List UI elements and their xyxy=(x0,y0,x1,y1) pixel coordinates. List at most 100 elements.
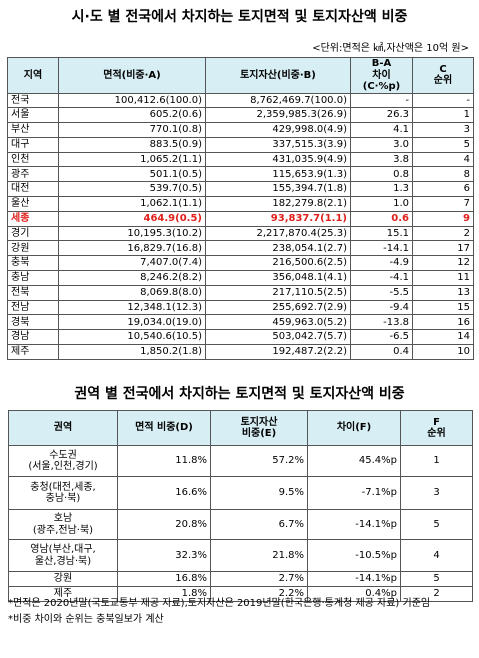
header-cell: C 순위 xyxy=(412,57,474,94)
table-row: 전국 100,412.6(100.0) 8,762,469.7(100.0) - - xyxy=(7,92,474,109)
table-cell: -14.1 xyxy=(350,240,413,257)
table-row: 부산 770.1(0.8) 429,998.0(4.9) 4.1 3 xyxy=(7,122,474,138)
table-cell: 대전 xyxy=(7,181,59,198)
table-row: 경기 10,195.3(10.2) 2,217,870.4(25.3) 15.1 2 xyxy=(7,225,474,242)
table-cell: 26.3 xyxy=(350,107,413,124)
table-cell: 459,963.0(5.2) xyxy=(205,314,351,331)
table-cell: 12,348.1(12.3) xyxy=(58,299,206,316)
area-table: 권역 면적 비중(D) 토지자산 비중(E) 차이(F) F 순위 수도권 (서울,인천… xyxy=(8,410,473,602)
header-cell: 토지자산(비중·B) xyxy=(205,57,351,94)
table-cell: 1 xyxy=(400,445,473,477)
table-cell: 7 xyxy=(412,196,474,212)
table-cell: 182,279.8(2.1) xyxy=(205,196,351,212)
table-cell: 93,837.7(1.1) xyxy=(205,210,351,227)
table-cell: 인천 xyxy=(7,151,59,168)
table-cell: 14 xyxy=(412,329,474,346)
table-body: 전국 100,412.6(100.0) 8,762,469.7(100.0) - - 서울… xyxy=(7,92,474,360)
table-cell: 1.0 xyxy=(350,196,413,212)
table-row: 대구 883.5(0.9) 337,515.3(3.9) 3.0 5 xyxy=(7,136,474,153)
table-cell: 전남 xyxy=(7,299,59,316)
table-cell: 5 xyxy=(400,509,473,540)
table-cell: 16,829.7(16.8) xyxy=(58,240,206,257)
table-cell: 255,692.7(2.9) xyxy=(205,299,351,316)
table-cell: 1,065.2(1.1) xyxy=(58,151,206,168)
table-cell: 부산 xyxy=(7,122,59,138)
title: 시·도 별 전국에서 차지하는 토지면적 및 토지자산액 비중 xyxy=(71,9,408,25)
header-cell: 지역 xyxy=(7,57,59,94)
table-cell: 대구 xyxy=(7,136,59,153)
table-cell: 21.8% xyxy=(210,539,308,572)
table-cell: 0.4 xyxy=(350,344,413,360)
table-cell: 155,394.7(1.8) xyxy=(205,181,351,198)
table-cell: 2 xyxy=(412,225,474,242)
table-cell: 5 xyxy=(412,136,474,153)
header-cell: B-A 차이(C·%p) xyxy=(350,57,413,94)
table-row: 경북 19,034.0(19.0) 459,963.0(5.2) -13.8 16 xyxy=(7,314,474,331)
table-row: 충남 8,246.2(8.2) 356,048.1(4.1) -4.1 11 xyxy=(7,270,474,286)
header-cell: 토지자산 비중(E) xyxy=(210,410,308,446)
table-cell: 경남 xyxy=(7,329,59,346)
table-cell: 57.2% xyxy=(210,445,308,477)
table-row: 영남(부산,대구, 울산,경남·북) 32.3% 21.8% -10.5%p 4 xyxy=(8,539,473,572)
table-header: 권역 면적 비중(D) 토지자산 비중(E) 차이(F) F 순위 xyxy=(8,410,473,446)
table-cell: 4 xyxy=(412,151,474,168)
table-cell: 45.4%p xyxy=(307,445,401,477)
table-cell: 192,487.2(2.2) xyxy=(205,344,351,360)
table-cell: 10,195.3(10.2) xyxy=(58,225,206,242)
table-cell: 115,653.9(1.3) xyxy=(205,166,351,183)
header-cell: F 순위 xyxy=(400,410,473,446)
table-cell: -7.1%p xyxy=(307,476,401,510)
table-cell: 3.0 xyxy=(350,136,413,153)
table-cell: - xyxy=(350,92,413,109)
table-cell: -14.1%p xyxy=(307,509,401,540)
table-cell: 전북 xyxy=(7,284,59,301)
table-cell: 2,359,985.3(26.9) xyxy=(205,107,351,124)
table-cell: 세종 xyxy=(7,210,59,227)
table-row: 서울 605.2(0.6) 2,359,985.3(26.9) 26.3 1 xyxy=(7,107,474,124)
table-row: 제주 1,850.2(1.8) 192,487.2(2.2) 0.4 10 xyxy=(7,344,474,360)
header-cell: 면적 비중(D) xyxy=(117,410,211,446)
table-row: 충청(대전,세종, 충남·북) 16.6% 9.5% -7.1%p 3 xyxy=(8,476,473,510)
table-cell: 1 xyxy=(412,107,474,124)
table-cell: 울산 xyxy=(7,196,59,212)
table-cell: -4.9 xyxy=(350,255,413,272)
header-row: 권역 면적 비중(D) 토지자산 비중(E) 차이(F) F 순위 xyxy=(8,410,473,446)
table-cell: 경기 xyxy=(7,225,59,242)
table-cell: 1.8% xyxy=(117,586,211,602)
table-cell: 강원 xyxy=(8,571,118,587)
table-cell: 6 xyxy=(412,181,474,198)
table-header: 지역 면적(비중·A) 토지자산(비중·B) B-A 차이(C·%p) C 순위 xyxy=(7,57,474,94)
table-cell: 11 xyxy=(412,270,474,286)
table-cell: 770.1(0.8) xyxy=(58,122,206,138)
table-row: 제주 1.8% 2.2% 0.4%p 2 xyxy=(8,586,473,602)
table-cell: -10.5%p xyxy=(307,539,401,572)
table-cell: 32.3% xyxy=(117,539,211,572)
table-cell: 12 xyxy=(412,255,474,272)
table-cell: 제주 xyxy=(7,344,59,360)
table-cell: 429,998.0(4.9) xyxy=(205,122,351,138)
table-row: 강원 16,829.7(16.8) 238,054.1(2.7) -14.1 17 xyxy=(7,240,474,257)
table-cell: 3 xyxy=(400,476,473,510)
table-cell: -6.5 xyxy=(350,329,413,346)
region-table: 지역 면적(비중·A) 토지자산(비중·B) B-A 차이(C·%p) C 순위 전국 1… xyxy=(7,57,474,360)
table-cell: 호남 (광주,전남·북) xyxy=(8,509,118,540)
table-cell: 영남(부산,대구, 울산,경남·북) xyxy=(8,539,118,572)
table-cell: 수도권 (서울,인천,경기) xyxy=(8,445,118,477)
table-row: 경남 10,540.6(10.5) 503,042.7(5.7) -6.5 14 xyxy=(7,329,474,346)
table-cell: 10,540.6(10.5) xyxy=(58,329,206,346)
table-row: 광주 501.1(0.5) 115,653.9(1.3) 0.8 8 xyxy=(7,166,474,183)
table-row: 전북 8,069.8(8.0) 217,110.5(2.5) -5.5 13 xyxy=(7,284,474,301)
table-cell: 2,217,870.4(25.3) xyxy=(205,225,351,242)
header-cell: 차이(F) xyxy=(307,410,401,446)
table-cell: 광주 xyxy=(7,166,59,183)
table-cell: 356,048.1(4.1) xyxy=(205,270,351,286)
table-cell: 6.7% xyxy=(210,509,308,540)
table-cell: 16 xyxy=(412,314,474,331)
header-cell: 권역 xyxy=(8,410,118,446)
table-cell: 제주 xyxy=(8,586,118,602)
table-cell: 9.5% xyxy=(210,476,308,510)
table-cell: 0.8 xyxy=(350,166,413,183)
table-row: 세종 464.9(0.5) 93,837.7(1.1) 0.6 9 xyxy=(7,210,474,227)
table-cell: -9.4 xyxy=(350,299,413,316)
